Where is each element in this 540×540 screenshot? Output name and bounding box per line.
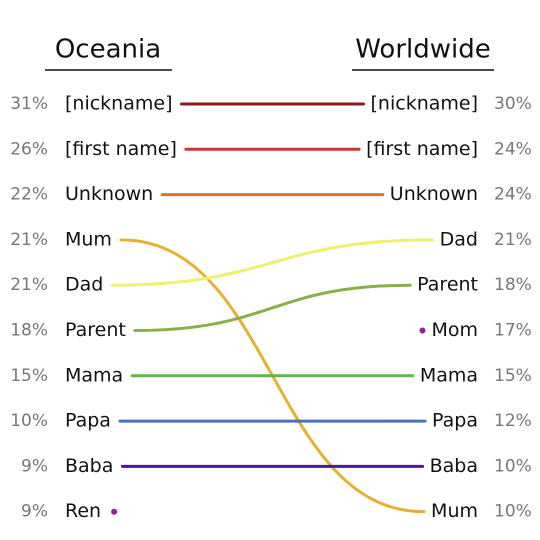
left-percent: 21%: [10, 230, 48, 250]
left-label: Ren: [65, 500, 101, 522]
left-label: Mama: [65, 364, 123, 386]
right-percent: 12%: [494, 411, 532, 431]
left-label: Mum: [65, 228, 112, 250]
right-percent: 15%: [494, 366, 532, 386]
right-label: Papa: [432, 410, 478, 432]
right-percent: 10%: [494, 456, 532, 476]
right-title: Worldwide: [355, 35, 491, 65]
right-percent: 21%: [494, 230, 532, 250]
right-percent: 18%: [494, 275, 532, 295]
left-percent: 26%: [10, 139, 48, 159]
slope-line: [133, 283, 412, 332]
right-label: Mama: [420, 364, 478, 386]
left-percent: 22%: [10, 185, 48, 205]
left-label: Papa: [65, 410, 111, 432]
left-percent: 9%: [21, 456, 48, 476]
right-label: Parent: [417, 274, 478, 296]
left-percent: 18%: [10, 321, 48, 341]
left-percent: 31%: [10, 94, 48, 114]
right-label: Mum: [431, 500, 478, 522]
right-label: [nickname]: [371, 93, 478, 115]
right-label: Baba: [430, 455, 478, 477]
left-label: [first name]: [65, 138, 177, 160]
right-percent: 10%: [494, 502, 532, 522]
right-percent: 24%: [494, 139, 532, 159]
left-percent: 21%: [10, 275, 48, 295]
dot: [111, 508, 118, 515]
right-label: [first name]: [366, 138, 478, 160]
left-label: [nickname]: [65, 93, 172, 115]
left-percent: 9%: [21, 502, 48, 522]
left-title: Oceania: [55, 35, 161, 65]
slope-line: [110, 238, 435, 287]
right-percent: 30%: [494, 94, 532, 114]
left-label: Parent: [65, 319, 126, 341]
right-label: Dad: [440, 228, 478, 250]
left-label: Baba: [65, 455, 113, 477]
left-percent: 15%: [10, 366, 48, 386]
right-percent: 24%: [494, 185, 532, 205]
right-percent: 17%: [494, 321, 532, 341]
left-percent: 10%: [10, 411, 48, 431]
left-label: Unknown: [65, 183, 153, 205]
right-label: Mom: [431, 319, 478, 341]
left-label: Dad: [65, 274, 103, 296]
right-label: Unknown: [390, 183, 478, 205]
dot: [419, 327, 426, 334]
